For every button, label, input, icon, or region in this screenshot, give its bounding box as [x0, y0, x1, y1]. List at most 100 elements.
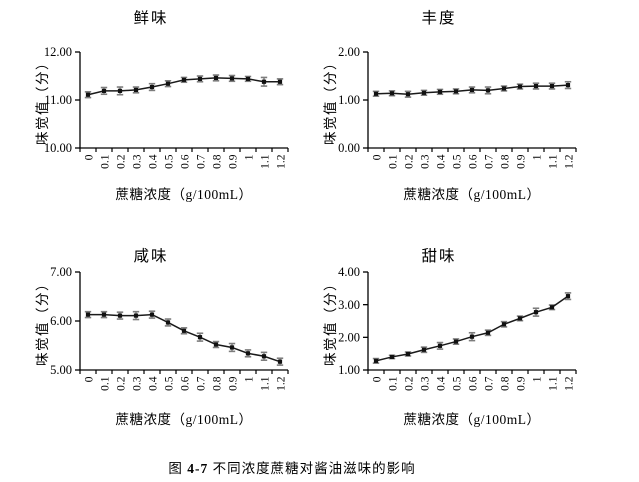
y-tick-label: 7.00: [50, 265, 72, 279]
data-point-marker: [469, 87, 475, 93]
axes: [75, 51, 289, 152]
x-tick-label: 0.1: [99, 154, 111, 169]
data-point-marker: [85, 92, 91, 97]
data-point-marker: [181, 77, 187, 82]
y-tick-label: 4.00: [338, 265, 360, 279]
x-tick-label: 0.2: [115, 376, 127, 391]
x-tick-label: 0.2: [403, 376, 415, 391]
data-point-marker: [453, 339, 459, 344]
series-markers: [85, 75, 283, 97]
y-tick-labels: 5.00 6.00 7.00: [50, 265, 72, 377]
chart-title-umami: 鲜味: [133, 10, 169, 27]
data-point-marker: [565, 83, 571, 88]
x-tick-label: 0.6: [467, 376, 479, 391]
x-axis-title: 蔗糖浓度（g/100mL）: [403, 412, 541, 427]
x-tick-labels: 0 0.1 0.2 0.3 0.4 0.5 0.6 0.7 0.8 0.9 1 1.1 1.2: [83, 376, 287, 391]
data-point-marker: [565, 294, 571, 299]
x-tick-label: 1: [531, 376, 543, 382]
x-tick-labels: 0 0.1 0.2 0.3 0.4 0.5 0.6 0.7 0.8 0.9 1 1.1 1.2: [371, 154, 575, 169]
chart-umami: 鲜味 味觉值（分） 10.00 11.00 12.00 0 0.1 0.2 0.3 0.4 0.…: [0, 0, 319, 225]
x-tick-label: 0.7: [483, 154, 495, 169]
y-tick-label: 1.00: [338, 93, 360, 107]
data-point-marker: [485, 330, 491, 335]
y-tick-label: 1.00: [338, 363, 360, 377]
series-markers: [85, 312, 283, 364]
axes: [75, 271, 289, 374]
x-tick-label: 0.5: [163, 154, 175, 169]
data-point-marker: [213, 342, 219, 347]
data-point-marker: [133, 313, 139, 318]
x-tick-label: 0.9: [515, 154, 527, 169]
x-tick-label: 1.1: [259, 154, 271, 169]
chart-title-sweetness: 甜味: [421, 248, 457, 265]
x-tick-label: 0.1: [387, 376, 399, 391]
data-point-marker: [261, 354, 267, 359]
y-tick-label: 3.00: [338, 298, 360, 312]
x-tick-label: 1.2: [275, 376, 287, 391]
x-tick-label: 0.4: [435, 154, 447, 169]
data-point-marker: [373, 358, 379, 363]
chart-saltiness: 咸味 味觉值（分） 5.00 6.00 7.00 0 0.1 0.2 0.3 0.4 0.5 0.…: [0, 225, 319, 450]
plot-saltiness: 5.00 6.00 7.00 0 0.1 0.2 0.3 0.4 0.5 0.6 0.7 0.8 0.9…: [50, 265, 289, 391]
axes: [363, 51, 577, 152]
series-markers: [373, 83, 571, 97]
x-tick-label: 0: [371, 376, 383, 382]
data-point-marker: [501, 86, 507, 91]
data-point-marker: [549, 83, 555, 89]
x-tick-label: 0.4: [435, 376, 447, 391]
data-point-marker: [149, 312, 155, 317]
x-tick-label: 0.7: [195, 154, 207, 169]
caption-prefix: 图: [168, 461, 183, 476]
y-tick-labels: 10.00 11.00 12.00: [44, 45, 72, 155]
x-tick-label: 0.3: [131, 154, 143, 169]
x-tick-label: 1: [243, 154, 255, 160]
x-tick-label: 0.8: [499, 376, 511, 391]
data-point-marker: [165, 81, 171, 86]
x-tick-label: 0.1: [99, 376, 111, 391]
data-point-marker: [101, 312, 107, 317]
data-point-marker: [277, 79, 283, 84]
x-tick-label: 0.6: [179, 376, 191, 391]
data-point-marker: [117, 88, 123, 93]
data-point-marker: [117, 313, 123, 318]
x-tick-label: 0.7: [483, 376, 495, 391]
caption-number: 4-7: [187, 461, 209, 476]
x-tick-label: 0.9: [227, 154, 239, 169]
plot-umami: 10.00 11.00 12.00 0 0.1 0.2 0.3 0.4 0.5 0.6 0.7 0.8…: [44, 45, 289, 169]
data-point-marker: [485, 88, 491, 93]
y-tick-labels: 1.00 2.00 3.00 4.00: [338, 265, 360, 377]
data-point-marker: [517, 316, 523, 321]
data-point-marker: [229, 76, 235, 81]
data-point-marker: [421, 347, 427, 352]
y-tick-label: 0.00: [338, 141, 360, 155]
x-tick-label: 0.2: [403, 154, 415, 169]
data-point-marker: [245, 351, 251, 356]
data-point-marker: [405, 92, 411, 97]
series-markers: [373, 294, 571, 363]
data-point-marker: [453, 89, 459, 94]
data-point-marker: [181, 328, 187, 333]
data-point-marker: [197, 335, 203, 340]
data-point-marker: [149, 84, 155, 90]
chart-title-saltiness: 咸味: [133, 248, 169, 265]
y-tick-label: 2.00: [338, 45, 360, 59]
x-tick-label: 0.8: [211, 154, 223, 169]
axes: [363, 271, 577, 374]
x-tick-label: 0.1: [387, 154, 399, 169]
data-point-marker: [533, 83, 539, 89]
x-tick-labels: 0 0.1 0.2 0.3 0.4 0.5 0.6 0.7 0.8 0.9 1 1.1 1.2: [371, 376, 575, 391]
y-tick-labels: 0.00 1.00 2.00: [338, 45, 360, 155]
plot-sweetness: 1.00 2.00 3.00 4.00 0 0.1 0.2 0.3 0.4 0.5 0.6 0.7 0.…: [338, 265, 577, 391]
chart-sweetness: 甜味 味觉值（分） 1.00 2.00 3.00 4.00 0 0.1 0.2 0.3 0.4 0…: [319, 225, 639, 450]
x-tick-label: 0.3: [419, 154, 431, 169]
x-tick-label: 1.2: [563, 154, 575, 169]
data-point-marker: [101, 88, 107, 93]
x-tick-label: 1: [531, 154, 543, 160]
x-tick-label: 0.8: [499, 154, 511, 169]
x-axis-title: 蔗糖浓度（g/100mL）: [403, 187, 541, 202]
data-point-marker: [261, 79, 267, 84]
y-tick-label: 12.00: [44, 45, 72, 59]
chart-title-richness: 丰度: [421, 10, 457, 27]
x-tick-label: 0: [371, 154, 383, 160]
x-tick-label: 0: [83, 154, 95, 160]
